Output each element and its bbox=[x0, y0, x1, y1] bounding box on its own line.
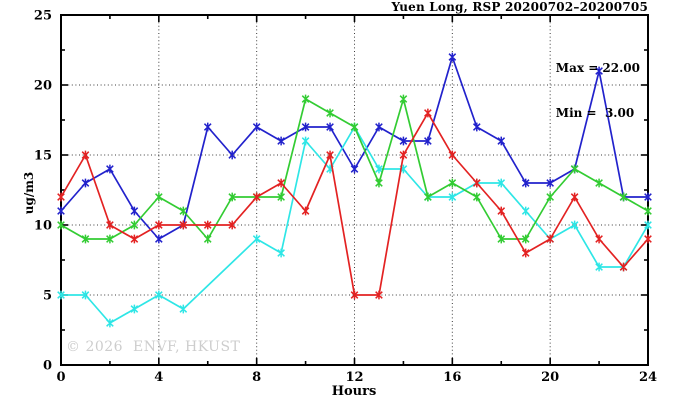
y-tick-label: 10 bbox=[34, 219, 52, 234]
y-tick-label: 5 bbox=[43, 289, 52, 304]
x-axis-label: Hours bbox=[331, 384, 377, 399]
max-label: Max = 22.00 bbox=[555, 61, 640, 75]
x-tick-labels: 0 4 8 12 16 20 24 bbox=[56, 370, 657, 385]
red-line-markers bbox=[57, 108, 652, 300]
y-tick-label: 25 bbox=[34, 9, 52, 24]
red-line bbox=[57, 108, 652, 300]
y-tick-labels: 0 5 10 15 20 25 bbox=[34, 9, 52, 374]
x-tick-label: 16 bbox=[443, 370, 461, 385]
x-tick-label: 8 bbox=[252, 370, 261, 385]
chart-title: Yuen Long, RSP 20200702–20200705 bbox=[391, 0, 648, 14]
y-tick-label: 20 bbox=[34, 79, 52, 94]
x-tick-label: 24 bbox=[639, 370, 657, 385]
blue-line bbox=[57, 52, 652, 244]
x-tick-label: 0 bbox=[56, 370, 65, 385]
watermark: © 2026 ENVF, HKUST bbox=[66, 339, 241, 355]
x-tick-label: 12 bbox=[345, 370, 363, 385]
max-min-annotation: Max = 22.00 Min = 3.00 bbox=[556, 31, 640, 151]
y-tick-label: 15 bbox=[34, 149, 52, 164]
y-tick-label: 0 bbox=[43, 359, 52, 374]
y-axis-label: ug/m3 bbox=[22, 171, 36, 215]
x-tick-label: 20 bbox=[541, 370, 559, 385]
x-tick-label: 4 bbox=[154, 370, 163, 385]
plot-frame bbox=[60, 14, 649, 366]
min-label: Min = 3.00 bbox=[555, 106, 635, 120]
